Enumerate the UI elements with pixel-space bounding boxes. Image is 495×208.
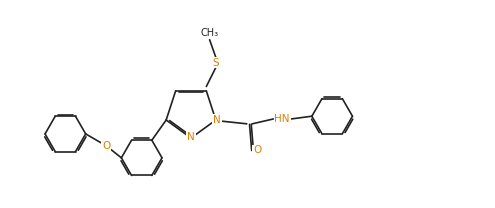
Text: S: S (213, 58, 219, 68)
Text: O: O (102, 141, 110, 151)
Text: N: N (187, 132, 195, 142)
Text: N: N (213, 115, 221, 125)
Text: CH₃: CH₃ (200, 28, 219, 38)
Text: HN: HN (274, 114, 290, 124)
Text: O: O (253, 145, 261, 155)
